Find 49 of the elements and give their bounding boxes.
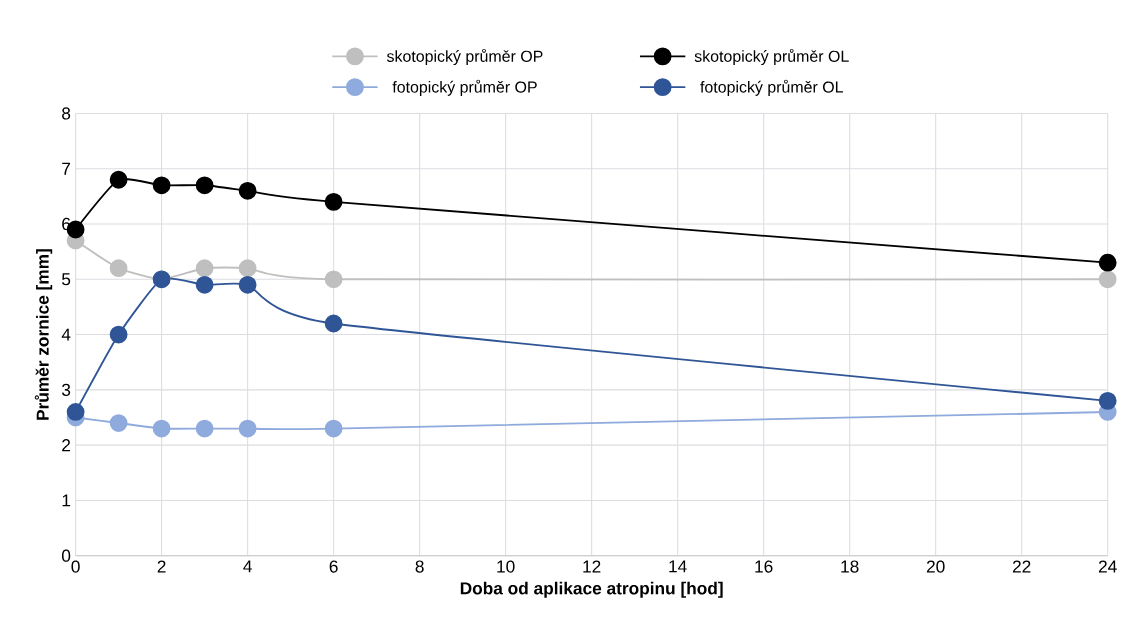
legend-label: fotopický průměr OL xyxy=(700,79,843,96)
y-tick-label: 3 xyxy=(61,383,71,397)
point xyxy=(1098,392,1117,410)
point xyxy=(195,419,214,438)
y-tick-label: 1 xyxy=(62,494,71,507)
point xyxy=(109,259,128,278)
y-tick-label: 7 xyxy=(62,162,71,175)
x-tick-label: 0 xyxy=(71,560,80,573)
point xyxy=(324,193,343,211)
x-tick-label: 8 xyxy=(415,560,424,573)
x-tick-label: 24 xyxy=(1098,560,1117,573)
x-tick-label: 16 xyxy=(755,560,773,573)
point xyxy=(324,314,343,333)
x-tick-label: 22 xyxy=(1012,560,1031,573)
x-tick-label: 10 xyxy=(497,560,515,573)
legend-label: skotopický průměr OL xyxy=(694,48,849,66)
point xyxy=(1098,270,1117,289)
point xyxy=(238,419,257,438)
x-tick-label: 4 xyxy=(243,560,252,573)
point xyxy=(324,419,343,438)
point xyxy=(324,270,343,289)
point xyxy=(238,181,257,200)
point xyxy=(152,176,171,195)
y-axis-title: Průměr zornice [mm] xyxy=(34,249,53,420)
point xyxy=(109,170,128,189)
y-tick-label: 8 xyxy=(62,107,71,120)
point xyxy=(195,259,214,278)
x-tick-label: 20 xyxy=(926,560,945,573)
y-tick-label: 5 xyxy=(62,273,71,286)
x-tick-label: 18 xyxy=(841,560,859,573)
legend-label: fotopický průměr OP xyxy=(392,79,537,96)
point xyxy=(66,403,85,421)
y-tick-label: 4 xyxy=(61,328,71,341)
x-tick-label: 14 xyxy=(669,560,687,573)
point xyxy=(238,275,257,294)
point xyxy=(109,414,128,432)
legend-label: skotopický průměr OP xyxy=(386,48,543,66)
point xyxy=(152,419,171,438)
x-axis-title: Doba od aplikace atropinu [hod] xyxy=(460,581,723,598)
point xyxy=(195,176,214,195)
y-tick-label: 0 xyxy=(61,549,71,562)
x-tick-label: 12 xyxy=(583,560,601,573)
point xyxy=(109,325,128,344)
x-tick-label: 2 xyxy=(157,560,166,573)
point xyxy=(195,275,214,294)
y-tick-label: 2 xyxy=(62,439,71,452)
point xyxy=(1098,253,1117,272)
x-tick-label: 6 xyxy=(329,560,338,573)
point xyxy=(238,259,257,278)
